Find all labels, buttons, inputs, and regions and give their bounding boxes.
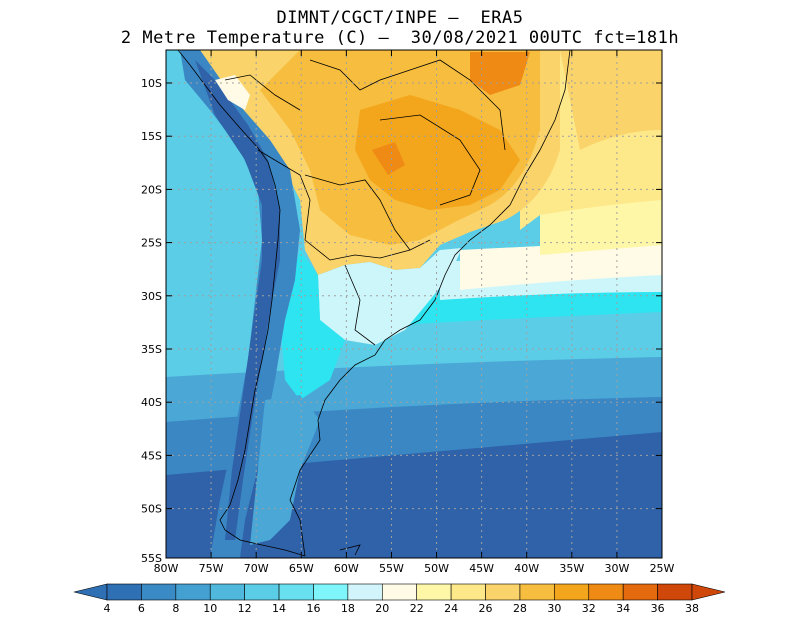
lat-label: 25S (141, 237, 162, 250)
field-land-18 (318, 248, 462, 345)
colorbar-label: 32 (582, 602, 596, 615)
lon-label: 65W (289, 562, 314, 575)
field-coast-warm (215, 75, 250, 110)
colorbar-label: 38 (685, 602, 699, 615)
border-peru (224, 74, 301, 111)
colorbar-swatch (313, 583, 349, 601)
colorbar-swatch (244, 583, 280, 601)
field-land-16 (280, 250, 345, 400)
colorbar-arrow-high (691, 583, 726, 601)
coastlines (177, 50, 571, 557)
lon-label: 45W (469, 562, 494, 575)
grid-lines (166, 50, 662, 558)
lon-label: 35W (559, 562, 584, 575)
field-land-34b (372, 142, 405, 175)
colorbar-swatch (175, 583, 211, 601)
map-frame (165, 49, 663, 559)
colorbar-swatch (588, 583, 624, 601)
colorbar-swatch (141, 583, 177, 601)
title-line-2: 2 Metre Temperature (C) – 30/08/2021 00U… (120, 28, 680, 48)
colorbar-label: 36 (651, 602, 665, 615)
colorbar-label: 8 (172, 602, 179, 615)
colorbar-swatch (485, 583, 521, 601)
title-line-1: DIMNT/CGCT/INPE – ERA5 (276, 8, 524, 28)
longitude-axis: 80W 75W 70W 65W 60W 55W 50W 45W 40W 35W 30W 25W (154, 50, 675, 575)
lon-label: 75W (199, 562, 224, 575)
colorbar: 4 6 8 10 12 14 16 18 20 22 24 26 28 30 32 34 36 38 (73, 583, 726, 615)
lat-label: 15S (141, 130, 162, 143)
field-land-34 (470, 52, 530, 95)
colorbar-label: 4 (104, 602, 111, 615)
colorbar-label: 34 (616, 602, 630, 615)
colorbar-arrow-low (73, 583, 108, 601)
lon-label: 80W (154, 562, 179, 575)
border-brazil-states (379, 114, 481, 206)
colorbar-label: 26 (479, 602, 493, 615)
field-patagonia (250, 395, 320, 545)
lat-label: 55S (141, 552, 162, 565)
colorbar-swatch (278, 583, 314, 601)
colorbar-label: 18 (341, 602, 355, 615)
colorbar-label: 12 (238, 602, 252, 615)
lon-label: 60W (334, 562, 359, 575)
colorbar-swatch (347, 583, 383, 601)
colorbar-swatch (209, 583, 245, 601)
latitude-axis: 10S 15S 20S 25S 30S 35S 40S 45S 50S 55S (141, 77, 662, 565)
lat-label: 40S (141, 396, 162, 409)
lon-label: 30W (604, 562, 629, 575)
colorbar-swatch (622, 583, 658, 601)
lat-label: 30S (141, 290, 162, 303)
lon-label: 70W (244, 562, 269, 575)
lon-label: 40W (514, 562, 539, 575)
colorbar-label: 24 (444, 602, 458, 615)
lat-label: 20S (141, 183, 162, 196)
lon-label: 55W (379, 562, 404, 575)
colorbar-label: 16 (306, 602, 320, 615)
temperature-field (166, 50, 662, 558)
colorbar-swatch (416, 583, 452, 601)
atlantic-coastline (289, 50, 571, 557)
border-argentina-uruguay (344, 264, 376, 346)
border-andes-east (257, 149, 431, 261)
colorbar-swatch (554, 583, 590, 601)
colorbar-swatch (657, 583, 693, 601)
colorbar-label: 14 (272, 602, 286, 615)
pacific-coastline (177, 50, 306, 557)
lat-label: 45S (141, 449, 162, 462)
lon-label: 25W (650, 562, 675, 575)
colorbar-swatch (106, 583, 142, 601)
field-land-32 (355, 95, 520, 210)
colorbar-swatch (450, 583, 486, 601)
colorbar-label: 28 (513, 602, 527, 615)
lon-label: 50W (424, 562, 449, 575)
colorbar-swatch (519, 583, 555, 601)
colorbar-label: 6 (138, 602, 145, 615)
colorbar-swatch (381, 583, 418, 601)
colorbar-label: 20 (375, 602, 389, 615)
border-brazil-north (309, 59, 506, 151)
colorbar-label: 22 (410, 602, 424, 615)
border-bolivia-paraguay (304, 174, 411, 251)
field-band-26 (560, 50, 662, 150)
field-band-20 (460, 240, 662, 290)
colorbar-label: 30 (547, 602, 561, 615)
lat-label: 35S (141, 343, 162, 356)
lat-label: 10S (141, 77, 162, 90)
colorbar-label: 10 (203, 602, 217, 615)
field-andes-core (195, 60, 280, 540)
lat-label: 50S (141, 503, 162, 516)
